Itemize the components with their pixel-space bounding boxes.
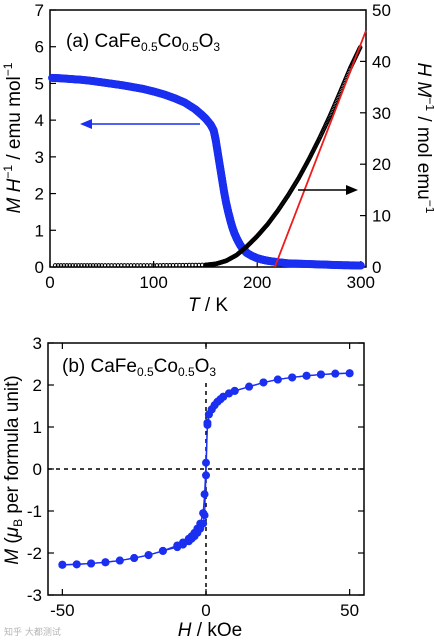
- a-ytick-left-label: 6: [35, 38, 44, 57]
- b-hysteresis-point: [130, 554, 139, 563]
- a-ytick-left-label: 2: [35, 185, 44, 204]
- b-xtick-label: 50: [340, 601, 359, 620]
- a-ytick-right-label: 20: [372, 155, 391, 174]
- b-xtick-label: -50: [50, 601, 75, 620]
- b-hysteresis-point: [101, 558, 110, 567]
- a-ytick-right-label: 40: [372, 52, 391, 71]
- b-hysteresis-point: [72, 560, 81, 569]
- a-inverse-point: [76, 263, 81, 268]
- a-ytick-left-label: 3: [35, 148, 44, 167]
- a-ytick-left-label: 0: [35, 258, 44, 277]
- b-ytick-label: 2: [33, 376, 42, 395]
- a-inverse-point: [64, 263, 70, 268]
- panel-a-ylabel-right: H M−1 / mol emu−1: [413, 63, 434, 214]
- b-hysteresis-point: [173, 543, 182, 552]
- a-inverse-point: [55, 263, 61, 268]
- a-inverse-point: [90, 263, 96, 268]
- b-hysteresis-point: [204, 410, 213, 419]
- b-hysteresis-point: [87, 559, 96, 568]
- b-ytick-label: 3: [33, 334, 42, 353]
- a-inverse-point: [67, 263, 73, 268]
- panel-b-xlabel: H / kOe: [178, 620, 242, 641]
- a-xtick-label: 300: [347, 273, 375, 292]
- a-inverse-point: [84, 263, 90, 268]
- b-hysteresis-point: [273, 375, 282, 384]
- panel-a-data: [48, 30, 367, 270]
- b-hysteresis-point: [288, 373, 297, 382]
- b-xtick-label: 0: [201, 601, 210, 620]
- b-ytick-label: -1: [27, 502, 42, 521]
- b-ytick-label: -2: [27, 544, 42, 563]
- a-xtick-label: 100: [139, 273, 167, 292]
- b-hysteresis-point: [345, 369, 354, 378]
- a-ytick-left-label: 4: [35, 111, 44, 130]
- a-ytick-right-label: 50: [372, 1, 391, 20]
- b-hysteresis-point: [58, 560, 67, 569]
- b-hysteresis-point: [203, 420, 212, 429]
- a-inverse-point: [87, 263, 93, 268]
- a-xtick-label: 200: [243, 273, 271, 292]
- panel-a-xlabel: T / K: [188, 295, 228, 316]
- a-xtick-label: 0: [45, 273, 54, 292]
- b-hysteresis-point: [200, 490, 209, 499]
- left-axis-arrow: [80, 119, 200, 129]
- panel-b-ticks: -50 0 50 -3 -2 -1 0 1 2 3: [27, 334, 364, 620]
- b-hysteresis-point: [302, 371, 311, 380]
- a-inverse-point: [58, 263, 64, 268]
- b-hysteresis-point: [200, 511, 209, 520]
- panel-b-title: (b) CaFe0.5Co0.5O3: [62, 356, 216, 379]
- a-inverse-point: [93, 263, 99, 268]
- b-hysteresis-point: [202, 471, 210, 480]
- b-hysteresis-point: [245, 382, 254, 391]
- a-ytick-right-label: 0: [372, 258, 381, 277]
- a-curie-weiss-fit-line: [273, 30, 367, 268]
- a-ytick-left-label: 7: [35, 1, 44, 20]
- a-ytick-left-label: 1: [35, 221, 44, 240]
- b-hysteresis-point: [316, 370, 325, 379]
- b-hysteresis-point: [144, 551, 153, 560]
- panel-a-ylabel-left: M H−1 / emu mol−1: [1, 62, 25, 213]
- panel-b-data: [58, 369, 354, 569]
- a-inverse-point: [73, 263, 78, 268]
- a-inverse-point: [96, 263, 102, 268]
- a-inverse-point: [52, 263, 58, 268]
- panel-b-chart: -50 0 50 -3 -2 -1 0 1 2 3 (b) CaFe0.5Co0.5O3 H / …: [2, 334, 365, 641]
- b-hysteresis-point: [331, 369, 340, 378]
- a-magnetization-point: [356, 261, 365, 270]
- panel-b-ylabel: M (μB per formula unit): [2, 375, 25, 565]
- a-inverse-point: [79, 263, 84, 268]
- panel-b-zero-guides: [48, 343, 364, 595]
- b-hysteresis-point: [158, 546, 167, 555]
- panel-a-frame: [49, 9, 367, 268]
- b-ytick-label: 1: [33, 418, 42, 437]
- right-axis-arrow: [298, 185, 358, 195]
- b-hysteresis-point: [259, 378, 268, 387]
- b-ytick-label: -3: [27, 586, 42, 605]
- a-inverse-point: [82, 263, 87, 268]
- panel-b-title-backdrop: [58, 350, 234, 380]
- b-ytick-label: 0: [33, 460, 42, 479]
- panel-a-title: (a) CaFe0.5Co0.5O3: [66, 31, 220, 54]
- a-ytick-right-label: 30: [372, 104, 391, 123]
- a-ytick-right-label: 10: [372, 207, 391, 226]
- a-inverse-point: [70, 263, 75, 268]
- b-hysteresis-point: [115, 556, 124, 565]
- a-ytick-left-label: 5: [35, 74, 44, 93]
- a-inverse-point: [61, 263, 67, 268]
- watermark: 知乎 大都测试: [4, 628, 61, 638]
